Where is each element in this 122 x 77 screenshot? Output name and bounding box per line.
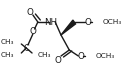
Text: OCH₃: OCH₃ — [96, 53, 115, 59]
Text: O: O — [54, 56, 61, 65]
Text: OCH₃: OCH₃ — [102, 19, 122, 25]
Text: C: C — [23, 44, 29, 53]
Text: NH: NH — [45, 17, 58, 26]
Text: O: O — [29, 26, 36, 35]
Text: O: O — [77, 52, 84, 61]
Polygon shape — [61, 20, 76, 35]
Text: CH₃: CH₃ — [0, 39, 14, 45]
Text: CH₃: CH₃ — [0, 52, 14, 58]
Text: O: O — [27, 7, 34, 16]
Text: CH₃: CH₃ — [38, 52, 51, 58]
Text: O: O — [84, 17, 91, 26]
